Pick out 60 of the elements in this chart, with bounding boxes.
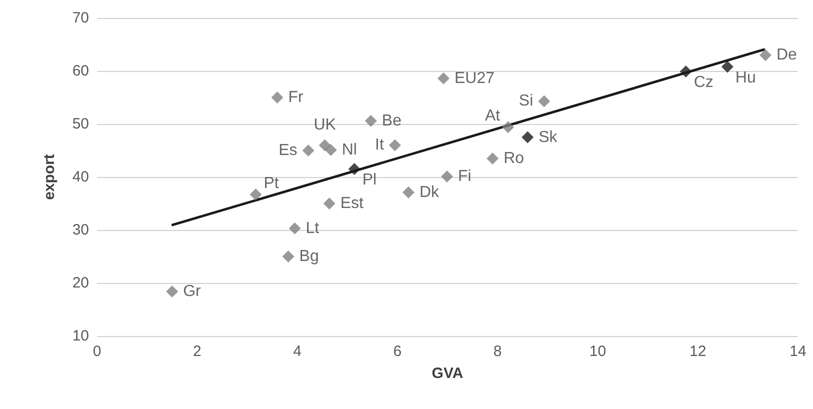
y-tick-label: 40	[72, 168, 89, 186]
x-tick-label: 4	[293, 343, 302, 360]
x-tick-label: 0	[92, 343, 102, 360]
annotation: Dk	[419, 184, 440, 201]
annotation: Hu	[735, 69, 756, 86]
point	[388, 139, 401, 152]
annotation: Cz	[694, 74, 714, 92]
point	[250, 188, 262, 200]
point	[441, 170, 453, 182]
point	[522, 131, 534, 144]
annotation: Si	[518, 92, 534, 110]
annotation: It	[375, 136, 384, 154]
annotation: UK	[314, 116, 336, 134]
y-tick-label: 50	[72, 116, 89, 132]
point	[680, 66, 692, 78]
x-tick-label: 2	[192, 343, 202, 360]
point	[364, 114, 377, 127]
annotation: Lt	[306, 220, 320, 237]
point	[502, 121, 514, 134]
annotation: Gr	[183, 282, 202, 300]
point	[538, 95, 550, 108]
point	[437, 72, 450, 84]
point	[282, 250, 294, 262]
point	[759, 49, 772, 62]
x-tick-label: 14	[790, 343, 806, 360]
point	[288, 222, 301, 234]
annotation: De	[776, 46, 798, 64]
annotation: Pl	[362, 172, 377, 189]
point	[402, 186, 414, 198]
annotation: Nl	[342, 141, 357, 158]
point	[271, 92, 284, 104]
point	[486, 152, 499, 164]
annotation: At	[484, 108, 501, 125]
y-tick-label: 30	[72, 222, 89, 238]
x-tick-label: 6	[393, 343, 402, 360]
y-tick-label: 70	[72, 10, 89, 26]
annotation: Es	[278, 142, 298, 159]
annotation: Ro	[504, 150, 524, 167]
x-tick-label: 8	[493, 343, 502, 360]
x-axis-title: GVA	[432, 365, 464, 382]
y-tick-label: 60	[72, 62, 89, 80]
point	[166, 285, 178, 298]
point	[323, 198, 336, 210]
annotation: Fr	[288, 89, 304, 106]
annotation: EU27	[454, 70, 495, 87]
annotation: Fi	[458, 168, 472, 185]
y-tick-label: 10	[72, 328, 89, 344]
annotation: Sk	[538, 128, 558, 146]
y-axis-title: export	[41, 154, 58, 200]
annotation: Be	[382, 112, 402, 130]
x-tick-label: 10	[589, 343, 606, 360]
point	[721, 60, 734, 73]
annotation: Est	[340, 195, 364, 212]
annotation: Pt	[264, 174, 280, 192]
annotation: Bg	[299, 248, 319, 265]
point	[324, 144, 337, 156]
x-tick-label: 12	[690, 343, 706, 360]
y-tick-label: 20	[72, 274, 89, 292]
point	[302, 144, 314, 156]
point	[348, 163, 360, 176]
